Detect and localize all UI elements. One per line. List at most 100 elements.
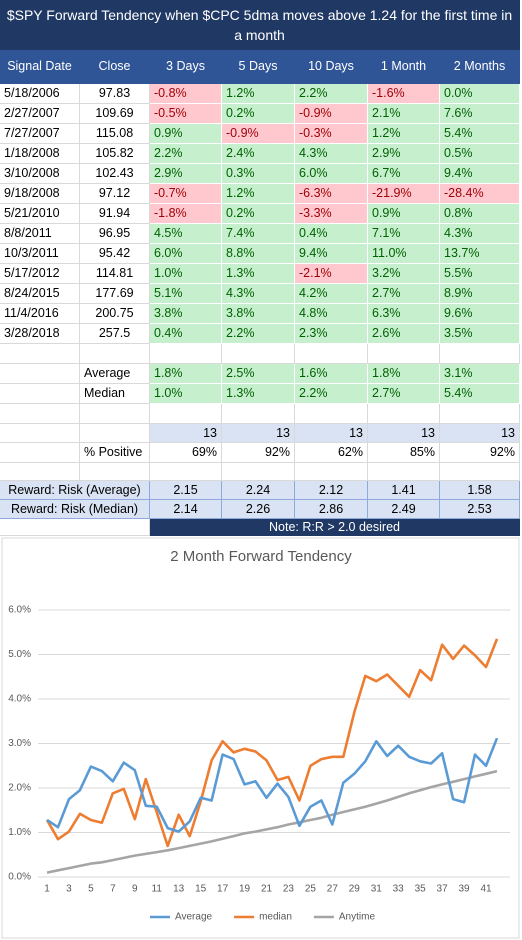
table-cell: 1.8% [368, 364, 440, 384]
table-cell: 9.4% [440, 164, 520, 184]
y-tick-label: 3.0% [8, 738, 31, 749]
table-cell: -0.9% [295, 104, 368, 124]
column-header: 10 Days [295, 50, 368, 84]
table-note: Note: R:R > 2.0 desired [150, 519, 520, 536]
table-cell: 8.8% [222, 244, 295, 264]
table-cell: 6.0% [295, 164, 368, 184]
table-cell: 0.2% [222, 204, 295, 224]
x-tick-label: 27 [327, 884, 339, 895]
x-tick-label: 7 [110, 884, 116, 895]
empty-cell [0, 364, 80, 384]
y-tick-label: 4.0% [8, 694, 31, 705]
empty-cell [0, 344, 80, 364]
table-cell: 0.4% [150, 324, 222, 344]
table-cell: 109.69 [80, 104, 150, 124]
empty-cell [295, 463, 368, 481]
table-cell: 2.49 [368, 500, 440, 519]
table-cell: 1.0% [150, 384, 222, 404]
empty-cell [295, 344, 368, 364]
table-cell: 8.9% [440, 284, 520, 304]
row-label: % Positive [80, 443, 150, 463]
table-cell: 0.0% [440, 84, 520, 104]
x-tick-label: 25 [305, 884, 317, 895]
table-cell: -0.8% [150, 84, 222, 104]
table-cell: 114.81 [80, 264, 150, 284]
x-tick-label: 13 [173, 884, 185, 895]
empty-cell [368, 404, 440, 424]
table-cell: 5/17/2012 [0, 264, 80, 284]
table-cell: 5/18/2006 [0, 84, 80, 104]
empty-cell [440, 463, 520, 481]
table-cell: 3/10/2008 [0, 164, 80, 184]
table-cell: 1.41 [368, 481, 440, 500]
x-tick-label: 1 [44, 884, 50, 895]
empty-cell [80, 463, 150, 481]
legend-label: Anytime [339, 912, 376, 923]
table-cell: -21.9% [368, 184, 440, 204]
table-cell: 2.7% [368, 284, 440, 304]
table-cell: 95.42 [80, 244, 150, 264]
table-cell: 1.8% [150, 364, 222, 384]
empty-cell [440, 344, 520, 364]
table-cell: 7/27/2007 [0, 124, 80, 144]
table-cell: 3.8% [222, 304, 295, 324]
table-cell: 7.1% [368, 224, 440, 244]
empty-cell [150, 344, 222, 364]
row-label: Reward: Risk (Average) [0, 481, 150, 500]
x-tick-label: 17 [217, 884, 229, 895]
table-cell: 200.75 [80, 304, 150, 324]
table-cell: -28.4% [440, 184, 520, 204]
table-cell: 0.4% [295, 224, 368, 244]
table-cell: 177.69 [80, 284, 150, 304]
table-cell: -2.1% [295, 264, 368, 284]
table-cell: 2.26 [222, 500, 295, 519]
table-cell: 4.5% [150, 224, 222, 244]
chart: 2 Month Forward Tendency 0.0% 1.0% 2.0% 3.0… [1, 537, 520, 939]
table-cell: 13.7% [440, 244, 520, 264]
table-cell: 2.2% [150, 144, 222, 164]
table-cell: 2.2% [295, 384, 368, 404]
table-cell: 2.24 [222, 481, 295, 500]
table-cell: 2.5% [222, 364, 295, 384]
table-cell: 6.7% [368, 164, 440, 184]
empty-cell [0, 404, 80, 424]
table-cell: 2.15 [150, 481, 222, 500]
table-cell: 0.2% [222, 104, 295, 124]
line-series [45, 638, 499, 848]
table-cell: 4.2% [295, 284, 368, 304]
table-cell: 85% [368, 443, 440, 463]
table-cell: 3.2% [368, 264, 440, 284]
x-tick-label: 9 [132, 884, 138, 895]
table-cell: 11.0% [368, 244, 440, 264]
x-tick-label: 29 [349, 884, 361, 895]
table-cell: 1.2% [222, 84, 295, 104]
empty-cell [0, 384, 80, 404]
table-cell: 9/18/2008 [0, 184, 80, 204]
table-cell: 2.12 [295, 481, 368, 500]
table-cell: 0.3% [222, 164, 295, 184]
table-cell: 97.12 [80, 184, 150, 204]
table-cell: 2.86 [295, 500, 368, 519]
table-cell: 102.43 [80, 164, 150, 184]
y-tick-label: 5.0% [8, 649, 31, 660]
table-cell: 5.4% [440, 384, 520, 404]
table-cell: 2.2% [222, 324, 295, 344]
table-cell: 6.0% [150, 244, 222, 264]
table-cell: 4.3% [222, 284, 295, 304]
chart-frame [1, 537, 520, 939]
table-cell: -0.9% [222, 124, 295, 144]
line-series [46, 737, 499, 833]
table-cell: 1.3% [222, 264, 295, 284]
column-header: 1 Month [368, 50, 440, 84]
empty-cell [0, 463, 80, 481]
empty-cell [368, 463, 440, 481]
x-tick-label: 23 [283, 884, 295, 895]
table-cell: 6.3% [368, 304, 440, 324]
table-cell: 3.1% [440, 364, 520, 384]
table-cell: 0.9% [368, 204, 440, 224]
table-cell: 13 [368, 424, 440, 443]
legend-label: median [259, 912, 292, 923]
table-cell: -0.7% [150, 184, 222, 204]
empty-cell [0, 519, 150, 536]
empty-cell [222, 463, 295, 481]
